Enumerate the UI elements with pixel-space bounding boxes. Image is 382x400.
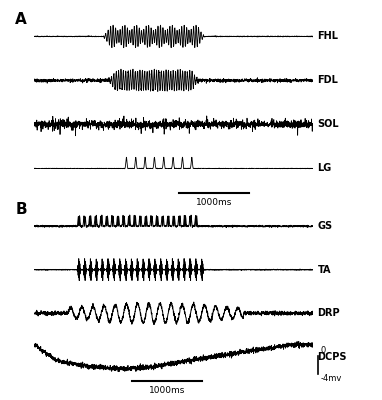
- Text: -4mv: -4mv: [320, 374, 342, 384]
- Text: DCPS: DCPS: [317, 352, 347, 362]
- Text: 0: 0: [320, 346, 325, 356]
- Text: DRP: DRP: [317, 308, 340, 318]
- Text: A: A: [15, 12, 27, 27]
- Text: B: B: [15, 202, 27, 217]
- Text: GS: GS: [317, 221, 333, 231]
- Text: TA: TA: [317, 265, 331, 275]
- Text: 1000ms: 1000ms: [149, 386, 185, 395]
- Text: 1000ms: 1000ms: [196, 198, 232, 207]
- Text: FDL: FDL: [317, 76, 338, 86]
- Text: FHL: FHL: [317, 32, 338, 42]
- Text: SOL: SOL: [317, 120, 339, 130]
- Text: LG: LG: [317, 164, 332, 174]
